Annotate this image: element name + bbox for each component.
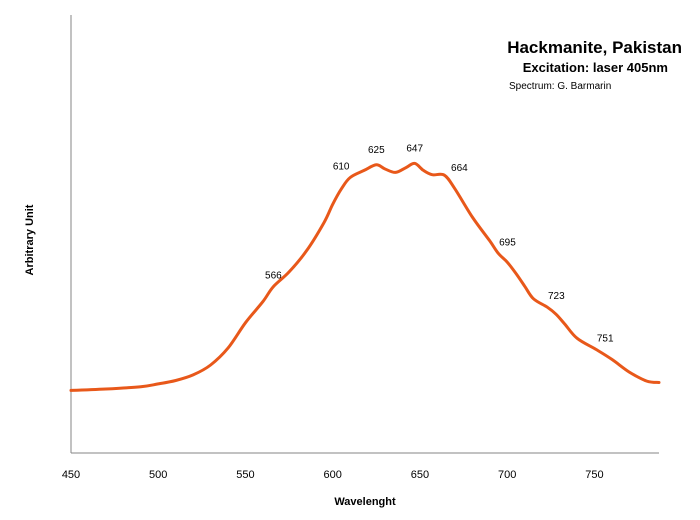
peak-label-610: 610 (333, 161, 350, 172)
chart-credit: Spectrum: G. Barmarin (509, 81, 611, 92)
x-tick-label: 650 (411, 469, 429, 481)
peak-label-566: 566 (265, 271, 282, 282)
axes (70, 15, 659, 454)
peak-label-695: 695 (499, 238, 516, 249)
peak-labels: 566 610 625 647 664 695 723 751 (265, 143, 614, 344)
y-axis-title: Arbitrary Unit (24, 204, 36, 275)
x-tick-label: 750 (585, 469, 603, 481)
x-tick-label: 550 (236, 469, 254, 481)
peak-label-751: 751 (597, 334, 614, 345)
x-axis-title: Wavelenght (334, 496, 396, 508)
peak-label-723: 723 (548, 291, 565, 302)
x-tick-label: 600 (324, 469, 342, 481)
x-tick-label: 700 (498, 469, 516, 481)
chart-title: Hackmanite, Pakistan (507, 38, 682, 57)
peak-label-625: 625 (368, 145, 385, 156)
x-ticks: 450 500 550 600 650 700 750 (62, 469, 604, 481)
chart-subtitle: Excitation: laser 405nm (523, 60, 668, 75)
spectrum-line (69, 161, 661, 392)
x-tick-label: 450 (62, 469, 80, 481)
peak-label-664: 664 (451, 163, 468, 174)
x-tick-label: 500 (149, 469, 167, 481)
peak-label-647: 647 (406, 143, 423, 154)
